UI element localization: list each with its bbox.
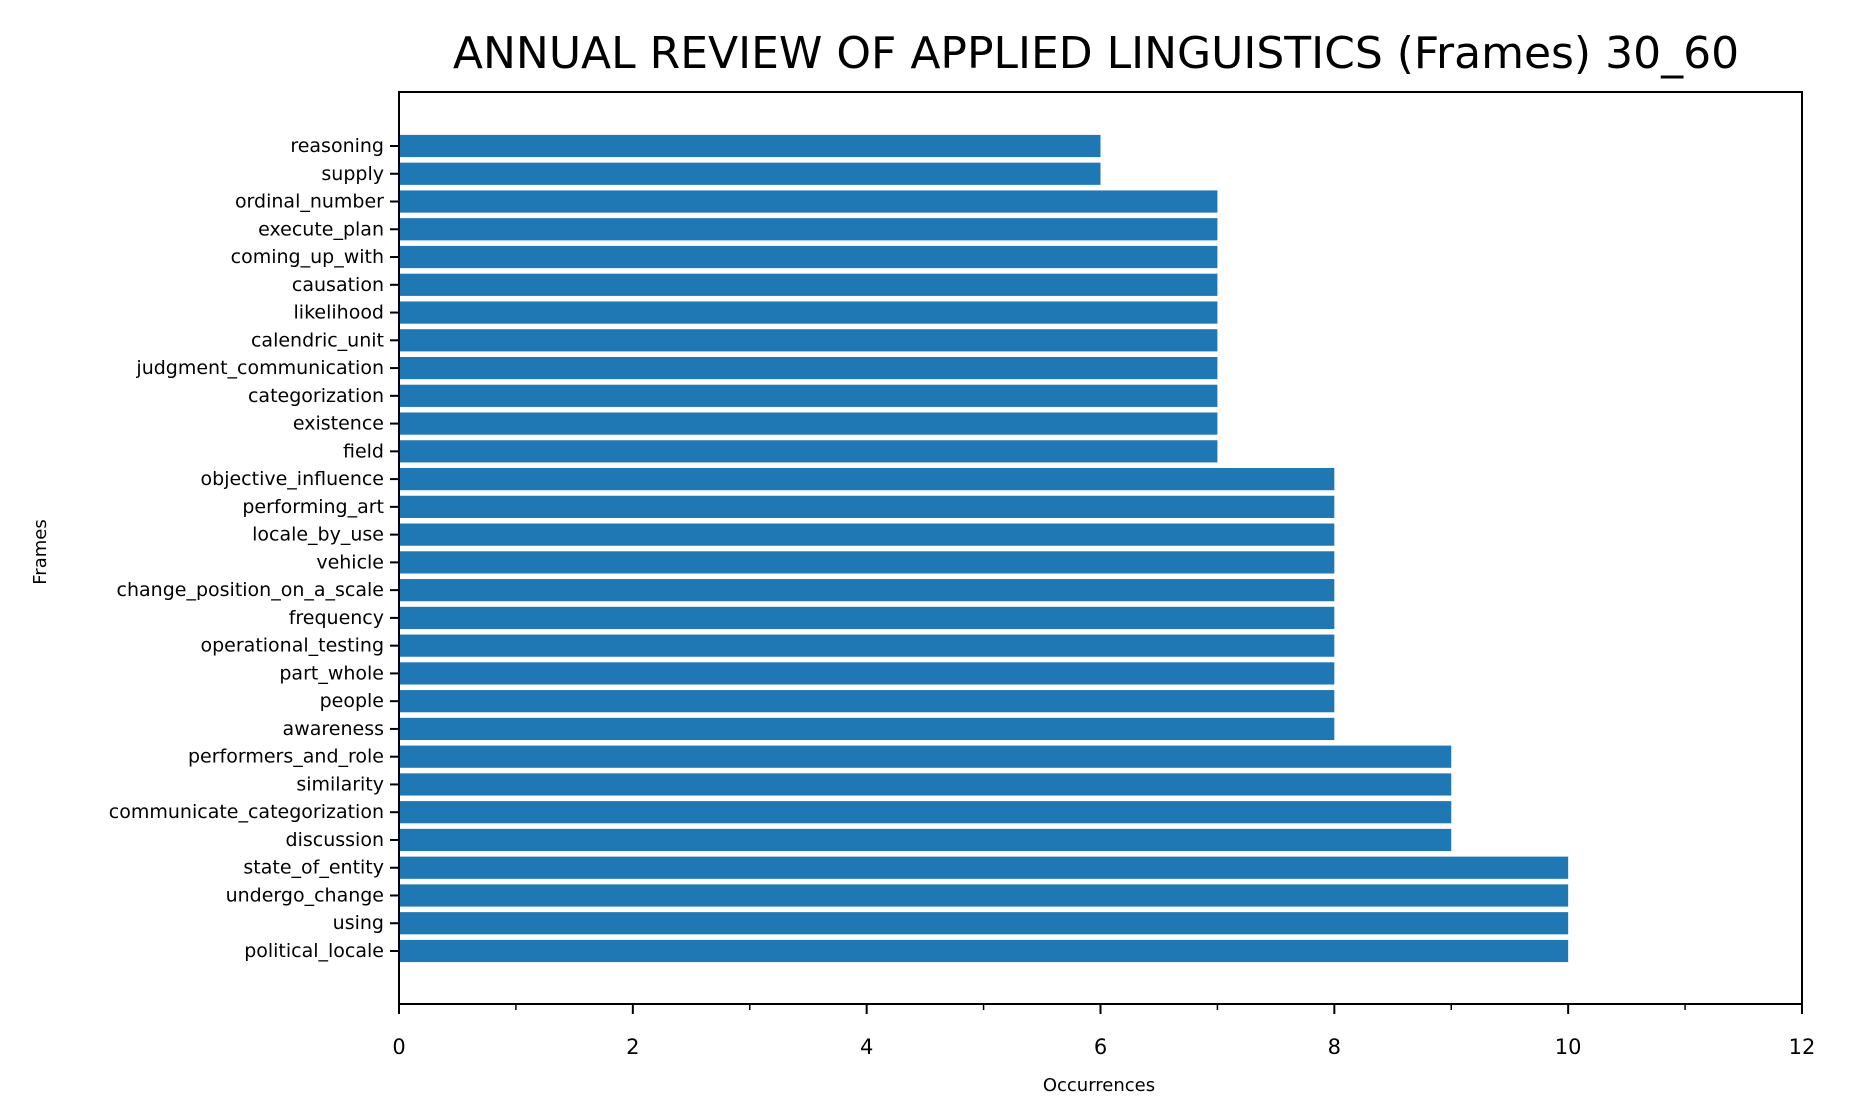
x-axis-label: Occurrences	[1043, 1075, 1155, 1096]
bar-field	[399, 440, 1218, 463]
y-tick-label: using	[333, 912, 384, 934]
y-tick-label: field	[343, 440, 384, 462]
plot-frame	[398, 91, 1803, 1005]
y-tick-label: causation	[292, 274, 384, 296]
y-tick-label: locale_by_use	[252, 524, 384, 546]
y-tick-label: judgment_communication	[135, 357, 384, 379]
y-tick-label: frequency	[289, 607, 384, 629]
bar-frequency	[399, 606, 1335, 629]
y-tick-label: operational_testing	[200, 635, 384, 657]
y-tick-label: political_locale	[244, 940, 384, 962]
bar-discussion	[399, 828, 1452, 852]
bar-similarity	[399, 773, 1452, 796]
bar-execute_plan	[399, 218, 1218, 241]
chart-title: ANNUAL REVIEW OF APPLIED LINGUISTICS (Fr…	[453, 28, 1739, 79]
x-tick-label: 2	[626, 1035, 639, 1059]
bar-reasoning	[399, 134, 1101, 158]
bar-political_locale	[399, 939, 1569, 963]
bar-people	[399, 690, 1335, 713]
y-tick-label: state_of_entity	[243, 857, 384, 879]
bar-awareness	[399, 717, 1335, 741]
y-tick-label: communicate_categorization	[109, 801, 384, 823]
bar-categorization	[399, 384, 1218, 407]
y-tick-label: similarity	[296, 773, 384, 795]
y-tick-label: part_whole	[279, 662, 384, 684]
x-tick-label: 0	[392, 1035, 405, 1059]
bar-part_whole	[399, 662, 1335, 685]
bar-performing_art	[399, 495, 1335, 518]
y-tick-label: vehicle	[316, 551, 384, 573]
bars-group	[399, 134, 1569, 963]
bar-using	[399, 912, 1569, 935]
y-tick-label: calendric_unit	[251, 329, 384, 351]
bar-change_position_on_a_scale	[399, 579, 1335, 602]
x-tick-label: 6	[1094, 1035, 1107, 1059]
bar-communicate_categorization	[399, 801, 1452, 824]
x-tick-label: 4	[860, 1035, 873, 1059]
bar-coming_up_with	[399, 245, 1218, 269]
bar-performers_and_role	[399, 745, 1452, 768]
bar-causation	[399, 273, 1218, 296]
bar-operational_testing	[399, 634, 1335, 657]
bar-likelihood	[399, 301, 1218, 324]
y-axis-label: Frames	[30, 519, 51, 584]
y-tick-label: likelihood	[294, 302, 384, 324]
y-tick-label: reasoning	[290, 135, 384, 157]
y-tick-label: objective_influence	[201, 468, 384, 490]
bar-existence	[399, 412, 1218, 435]
x-tick-label: 8	[1328, 1035, 1341, 1059]
y-tick-label: undergo_change	[226, 884, 384, 906]
y-tick-label: execute_plan	[258, 218, 384, 240]
y-tick-label: change_position_on_a_scale	[117, 579, 384, 601]
bar-locale_by_use	[399, 523, 1335, 546]
y-tick-label: performers_and_role	[188, 746, 384, 768]
bar-vehicle	[399, 551, 1335, 574]
bar-supply	[399, 162, 1101, 185]
y-tick-label: existence	[293, 413, 384, 435]
y-axis-ticks: political_locale using undergo_change state…	[109, 135, 399, 962]
bar-state_of_entity	[399, 856, 1569, 879]
x-tick-label: 12	[1789, 1035, 1816, 1059]
y-tick-label: supply	[321, 163, 384, 185]
y-tick-label: discussion	[286, 829, 384, 851]
x-axis-ticks: 0 2 4 6 8 10 12	[392, 1004, 1815, 1059]
bar-ordinal_number	[399, 190, 1218, 213]
y-tick-label: people	[320, 690, 384, 712]
y-tick-label: coming_up_with	[231, 246, 384, 268]
y-tick-label: awareness	[283, 718, 384, 740]
y-tick-label: performing_art	[242, 496, 384, 518]
bar-objective_influence	[399, 468, 1335, 491]
y-tick-label: ordinal_number	[235, 191, 384, 213]
y-tick-label: categorization	[248, 385, 384, 407]
x-tick-label: 10	[1555, 1035, 1582, 1059]
bar-judgment_communication	[399, 356, 1218, 380]
bar-calendric_unit	[399, 329, 1218, 352]
bar-undergo_change	[399, 884, 1569, 907]
